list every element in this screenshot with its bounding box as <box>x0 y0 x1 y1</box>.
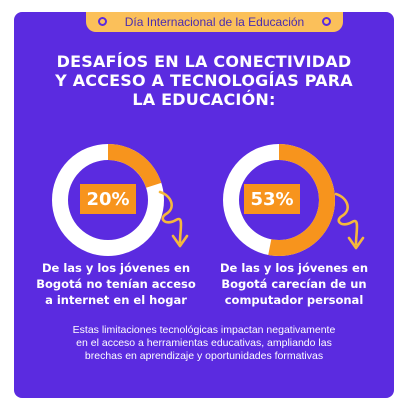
caption-line: Bogotá no tenían acceso <box>36 277 196 291</box>
stat-caption-1: De las y los jóvenes en Bogotá no tenían… <box>31 260 201 308</box>
circle-dot-icon <box>98 17 107 26</box>
footnote-line: brechas en aprendizaje y oportunidades f… <box>84 350 324 362</box>
infographic-panel: Día Internacional de la Educación DESAFÍ… <box>14 12 394 398</box>
donut-chart-1 <box>52 144 164 256</box>
stat-ring-2 <box>221 142 337 258</box>
page-title: DESAFÍOS EN LA CONECTIVIDAD Y ACCESO A T… <box>14 52 394 109</box>
header-badge-text: Día Internacional de la Educación <box>124 15 305 29</box>
stat-caption-2: De las y los jóvenes en Bogotá carecían … <box>209 260 379 308</box>
footnote-line: en el acceso a herramientas educativas, … <box>76 337 332 349</box>
title-line: LA EDUCACIÓN: <box>132 90 276 109</box>
caption-line: De las y los jóvenes en <box>41 261 191 275</box>
stat-percent-1: 20% <box>80 184 136 214</box>
header-badge: Día Internacional de la Educación <box>86 12 343 32</box>
title-line: Y ACCESO A TECNOLOGÍAS PARA <box>55 71 353 90</box>
curly-arrow-icon <box>158 190 189 248</box>
footnote: Estas limitaciones tecnológicas impactan… <box>14 324 394 363</box>
donut-chart-2 <box>223 144 335 256</box>
caption-line: a internet en el hogar <box>45 293 187 307</box>
ring-progress <box>223 144 335 256</box>
footnote-line: Estas limitaciones tecnológicas impactan… <box>72 324 336 336</box>
card: Día Internacional de la Educación DESAFÍ… <box>4 4 396 398</box>
stat-percent-2: 53% <box>244 184 300 214</box>
circle-dot-icon <box>322 17 331 26</box>
caption-line: Bogotá carecían de un <box>221 277 367 291</box>
curly-arrow-icon <box>334 192 365 250</box>
caption-line: De las y los jóvenes en <box>219 261 369 275</box>
caption-line: computador personal <box>224 293 364 307</box>
ring-progress <box>52 144 164 256</box>
stat-ring-1 <box>50 142 166 258</box>
title-line: DESAFÍOS EN LA CONECTIVIDAD <box>56 52 352 71</box>
